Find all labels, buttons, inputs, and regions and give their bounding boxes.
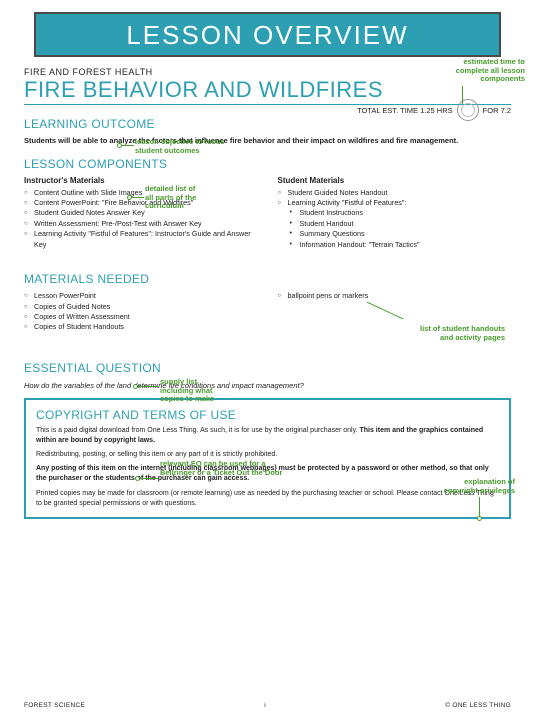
list-item: Student Guided Notes Answer Key — [24, 208, 258, 218]
student-nested-list: Student Instructions Student Handout Sum… — [278, 208, 512, 250]
annotation-dot — [477, 516, 482, 521]
banner: LESSON OVERVIEW — [34, 12, 501, 57]
time-right: FOR 7.2 — [483, 106, 511, 115]
student-header: Student Materials — [278, 176, 512, 185]
banner-title: LESSON OVERVIEW — [36, 20, 499, 51]
list-item: Learning Activity "Fistful of Features": — [278, 198, 512, 208]
annotation-dot — [117, 143, 122, 148]
time-left: TOTAL EST. TIME 1.25 HRS — [357, 106, 453, 115]
list-item: Content Outline with Slide Images — [24, 188, 258, 198]
target-icon — [457, 99, 479, 121]
list-item: Lesson PowerPoint — [24, 291, 258, 301]
list-item: Information Handout: "Terrain Tactics" — [290, 240, 512, 250]
student-column: Student Materials Student Guided Notes H… — [278, 176, 512, 251]
instructor-list: Content Outline with Slide Images Conten… — [24, 188, 258, 251]
copyright-p1a: This is a paid digital download from One… — [36, 427, 359, 434]
subject-line: FIRE AND FOREST HEALTH — [24, 67, 511, 77]
annotation-dot — [133, 384, 138, 389]
list-item: Written Assessment: Pre-/Post-Test with … — [24, 219, 258, 229]
instructor-column: Instructor's Materials Content Outline w… — [24, 176, 258, 251]
materials-right-list: ballpoint pens or markers — [278, 291, 512, 301]
copyright-box: COPYRIGHT AND TERMS OF USE This is a pai… — [24, 398, 511, 519]
section-lesson-components: LESSON COMPONENTS — [24, 157, 167, 171]
annotation-dot — [127, 195, 132, 200]
footer-left: FOREST SCIENCE — [24, 702, 85, 709]
footer: FOREST SCIENCE i © ONE LESS THING — [24, 702, 511, 709]
copyright-p2: Redistributing, posting, or selling this… — [36, 450, 499, 460]
materials-left: Lesson PowerPoint Copies of Guided Notes… — [24, 291, 258, 333]
copyright-p1: This is a paid digital download from One… — [36, 426, 499, 446]
materials-columns: Lesson PowerPoint Copies of Guided Notes… — [24, 291, 511, 333]
section-materials: MATERIALS NEEDED — [24, 272, 149, 286]
list-item: Copies of Guided Notes — [24, 302, 258, 312]
footer-right: © ONE LESS THING — [445, 702, 511, 709]
student-list: Student Guided Notes Handout Learning Ac… — [278, 188, 512, 209]
materials-right: ballpoint pens or markers — [278, 291, 512, 333]
list-item: ballpoint pens or markers — [278, 291, 512, 301]
list-item: Copies of Student Handouts — [24, 322, 258, 332]
copyright-header: COPYRIGHT AND TERMS OF USE — [36, 408, 499, 422]
copyright-p3: Any posting of this item on the internet… — [36, 464, 499, 484]
footer-center: i — [264, 702, 266, 709]
list-item: Summary Questions — [290, 229, 512, 239]
outcome-text: Students will be able to analyze the fac… — [24, 136, 511, 147]
copyright-p3-bold: Any posting of this item on the internet… — [36, 465, 489, 482]
materials-left-list: Lesson PowerPoint Copies of Guided Notes… — [24, 291, 258, 333]
copyright-p4: Printed copies may be made for classroom… — [36, 489, 499, 509]
essential-question-text: How do the variables of the land determi… — [24, 381, 511, 390]
list-item: Learning Activity "Fistful of Features":… — [24, 229, 258, 250]
list-item: Copies of Written Assessment — [24, 312, 258, 322]
list-item: Student Handout — [290, 219, 512, 229]
time-row: TOTAL EST. TIME 1.25 HRS FOR 7.2 — [357, 99, 511, 121]
section-learning-outcome: LEARNING OUTCOME — [24, 117, 155, 131]
list-item: Student Instructions — [290, 208, 512, 218]
section-essential-question: ESSENTIAL QUESTION — [24, 361, 161, 375]
annotation-dot — [135, 476, 140, 481]
list-item: Student Guided Notes Handout — [278, 188, 512, 198]
components-columns: Instructor's Materials Content Outline w… — [24, 176, 511, 251]
list-item: Content PowerPoint: "Fire Behavior and W… — [24, 198, 258, 208]
instructor-header: Instructor's Materials — [24, 176, 258, 185]
title-row: FIRE BEHAVIOR AND WILDFIRES TOTAL EST. T… — [24, 77, 511, 105]
